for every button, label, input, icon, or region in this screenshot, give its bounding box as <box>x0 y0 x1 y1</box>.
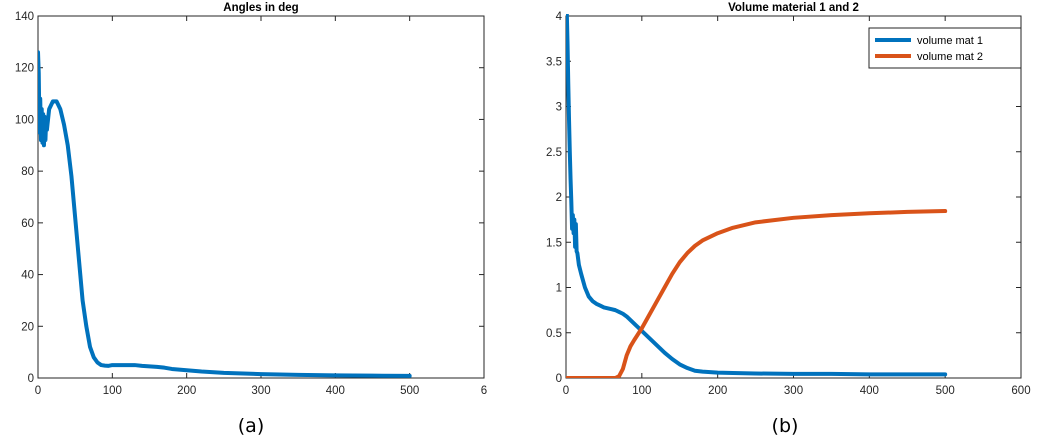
y-tick-label: 2.5 <box>546 147 562 159</box>
y-tick-label: 3 <box>556 102 562 114</box>
chart-title: Volume material 1 and 2 <box>728 2 859 14</box>
x-tick-label: 200 <box>708 385 727 397</box>
x-tick-label: 500 <box>400 385 419 397</box>
chart-panel-a: 0 100 200 300 400 500 6020406080100120140Angle… <box>15 2 487 437</box>
y-tick-label: 0 <box>556 373 562 385</box>
x-tick-label: 500 <box>936 385 955 397</box>
y-tick-label: 120 <box>15 63 34 75</box>
y-tick-label: 140 <box>15 11 34 23</box>
y-tick-label: 0 <box>28 373 34 385</box>
series-line-2 <box>566 209 948 378</box>
x-tick-label: 0 <box>35 385 41 397</box>
legend-box <box>868 27 1022 69</box>
y-tick-label: 3.5 <box>546 56 562 68</box>
y-tick-label: 60 <box>21 218 34 230</box>
x-tick-label: 100 <box>632 385 651 397</box>
panel-caption: (b) <box>772 415 799 437</box>
x-tick-label: 6 <box>481 385 487 397</box>
x-tick-label: 300 <box>251 385 270 397</box>
x-tick-label: 0 <box>563 385 569 397</box>
y-tick-label: 0.5 <box>546 328 562 340</box>
y-tick-label: 100 <box>15 114 34 126</box>
x-tick-label: 200 <box>177 385 196 397</box>
legend-label: volume mat 2 <box>917 51 983 63</box>
series-line-1 <box>566 14 948 377</box>
x-tick-label: 400 <box>326 385 345 397</box>
y-tick-label: 40 <box>21 270 34 282</box>
y-tick-label: 4 <box>556 11 563 23</box>
series-line-1 <box>38 50 412 378</box>
y-tick-label: 1 <box>556 283 562 295</box>
x-tick-label: 600 <box>1011 385 1030 397</box>
legend: volume mat 1 volume mat 2 <box>868 27 1022 69</box>
chart-panel-b: 0 100 200 300 400 500 600 0 0.5 1 1.5 2 2.5 3 3.5 4 Volu… <box>546 2 1031 437</box>
x-tick-label: 300 <box>784 385 803 397</box>
x-tick-label: 400 <box>860 385 879 397</box>
y-tick-label: 1.5 <box>546 237 562 249</box>
y-tick-label: 80 <box>21 166 34 178</box>
x-tick-label: 100 <box>103 385 122 397</box>
y-tick-label: 20 <box>21 321 34 333</box>
y-tick-label: 2 <box>556 192 562 204</box>
panel-caption: (a) <box>238 415 264 437</box>
legend-label: volume mat 1 <box>917 35 983 47</box>
chart-title: Angles in deg <box>223 2 298 14</box>
plot-frame <box>37 15 485 379</box>
